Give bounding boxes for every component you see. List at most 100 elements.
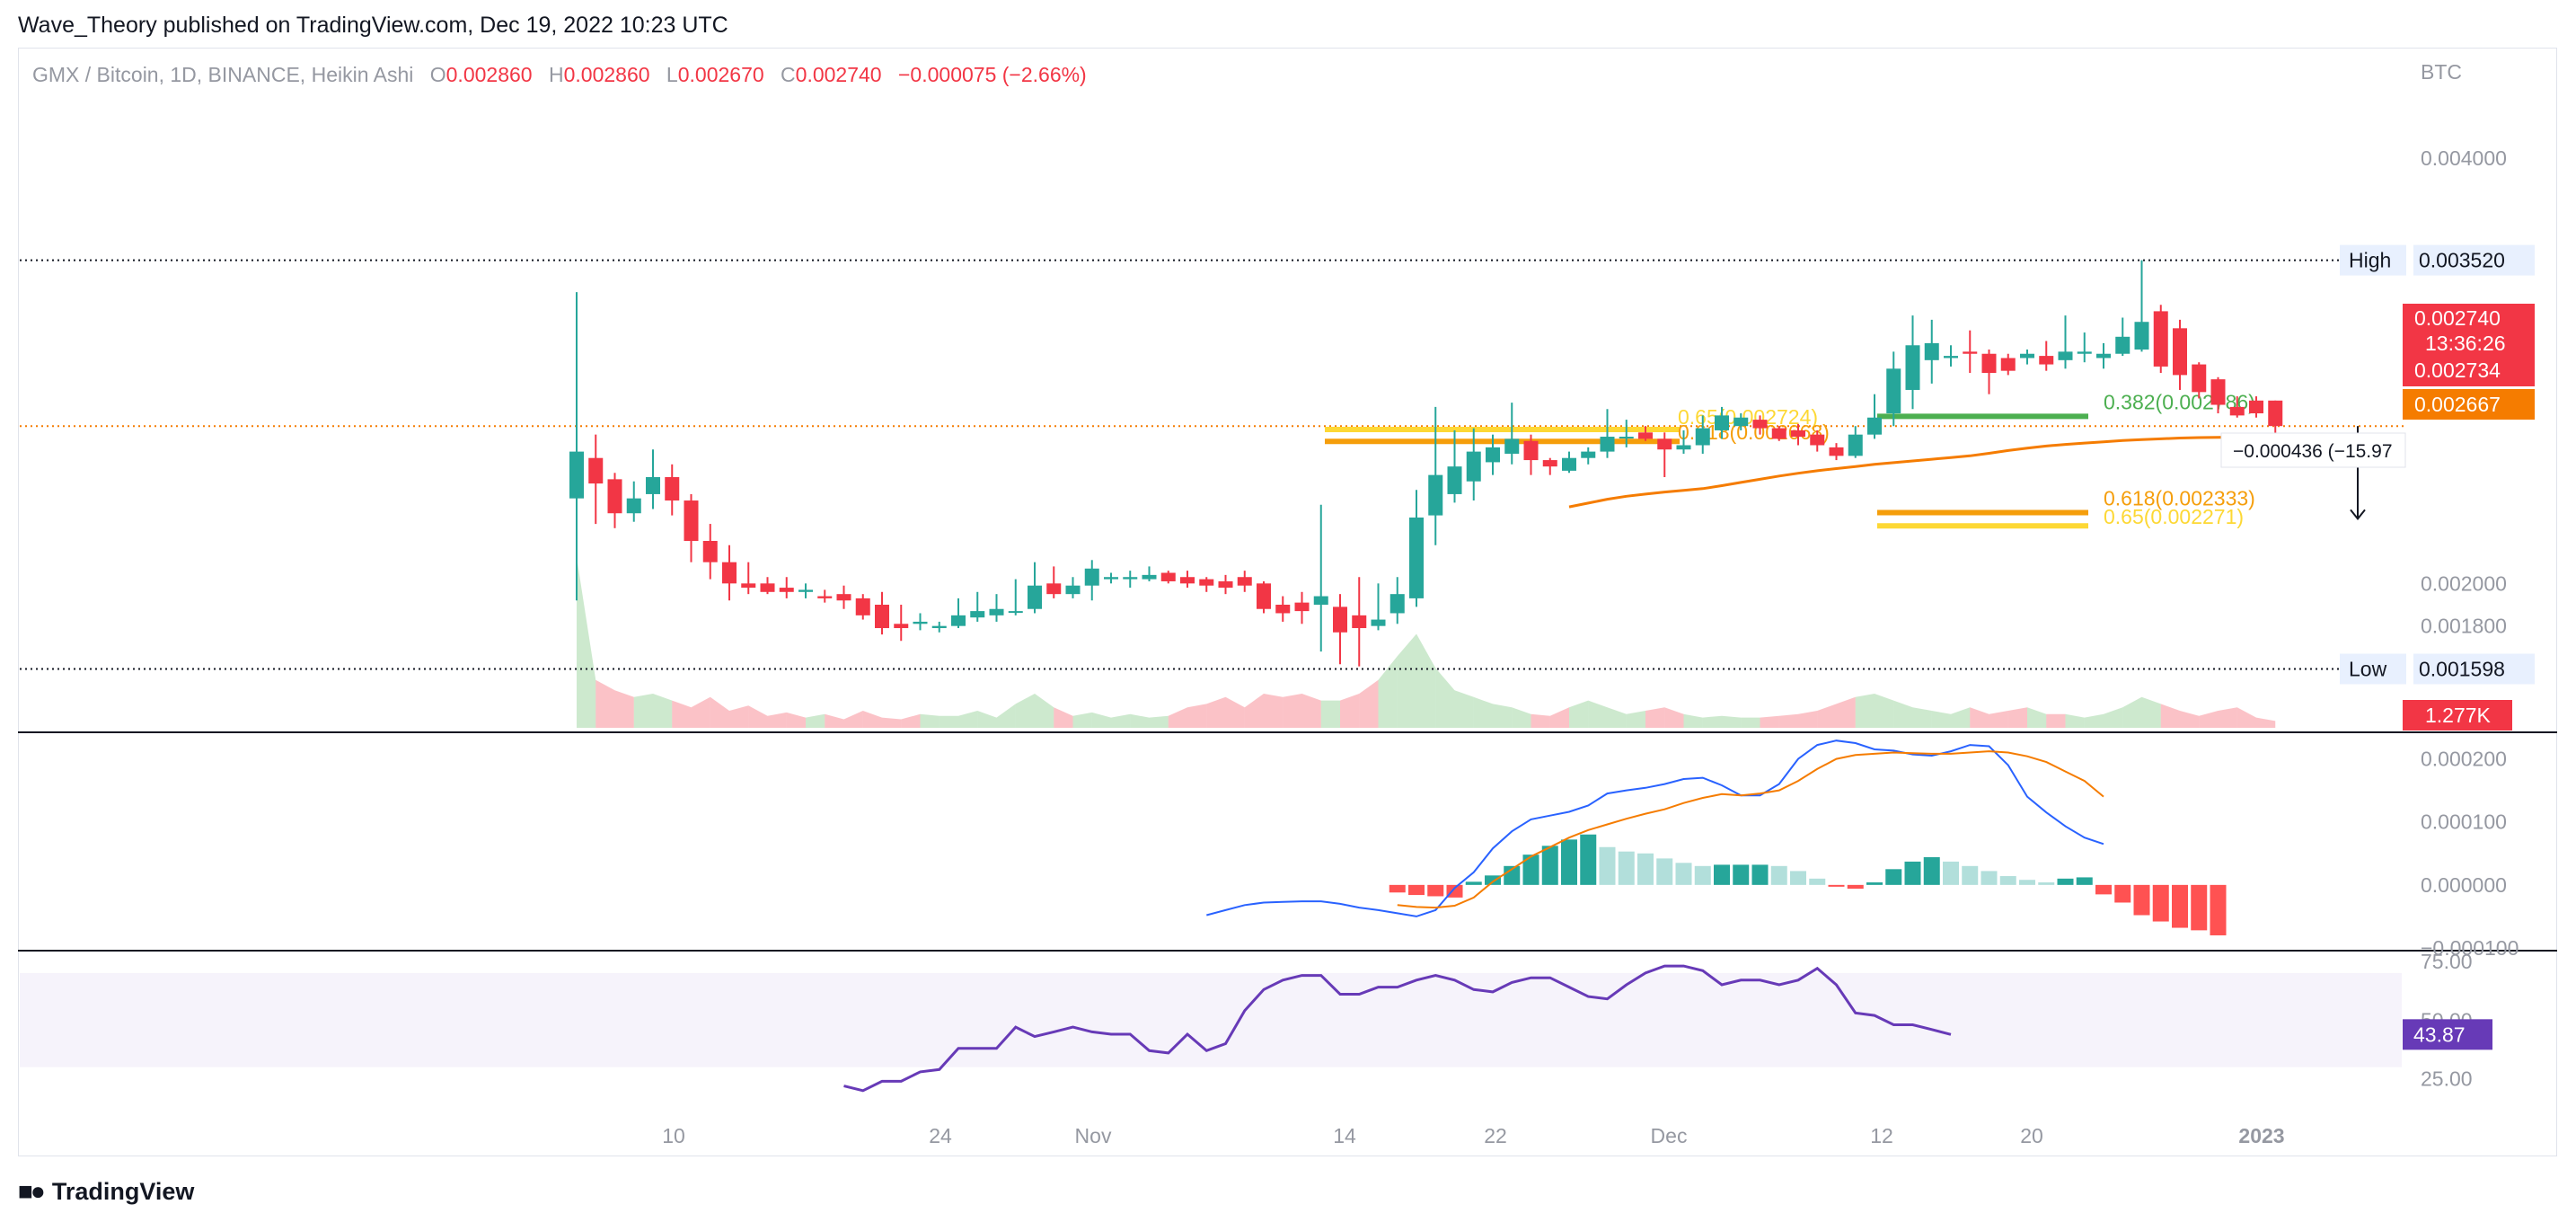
measure-label: −0.000436 (−15.97: [2233, 441, 2393, 462]
macd-histogram-bar: [1751, 864, 1769, 885]
macd-histogram-bar: [1599, 846, 1616, 885]
macd-histogram-bar: [1446, 884, 1463, 898]
volume-area: [1798, 711, 1818, 728]
volume-area: [1760, 715, 1779, 728]
macd-axis-tick: 0.000000: [2421, 873, 2507, 897]
volume-area: [1359, 679, 1379, 728]
candle-body: [626, 498, 641, 514]
candle-body: [1771, 428, 1786, 439]
candle-body: [931, 625, 947, 629]
macd-histogram-bar: [1904, 861, 1921, 885]
candle-body: [1199, 579, 1214, 586]
candle-body: [1065, 585, 1081, 595]
candle-body: [1791, 429, 1805, 438]
volume-area: [767, 712, 787, 728]
candle-body: [1104, 577, 1118, 580]
candle-body: [1981, 353, 1997, 374]
tradingview-logo-text: TradingView: [51, 1177, 195, 1205]
prev-price-value: 0.002734: [2414, 359, 2501, 382]
open-key: O: [429, 63, 446, 86]
macd-histogram-bar: [2172, 884, 2188, 928]
candle-body: [875, 605, 889, 629]
volume-area: [1664, 707, 1684, 728]
candle-body: [1371, 619, 1386, 626]
tradingview-brand[interactable]: ■● TradingView: [18, 1177, 194, 1206]
time-axis-tick: Dec: [1651, 1124, 1688, 1147]
volume-area: [1855, 694, 1875, 728]
candle-body: [2268, 400, 2283, 427]
candle-body: [2134, 322, 2149, 350]
level-value-high: 0.003520: [2419, 249, 2505, 272]
high-value: 0.002860: [563, 63, 650, 86]
rsi-line: [843, 964, 1952, 1093]
macd-histogram-bar: [1675, 863, 1692, 885]
time-axis-tick: 2023: [2238, 1124, 2284, 1147]
candle-body: [1752, 420, 1768, 429]
candle-body: [1180, 577, 1195, 584]
publish-header: Wave_Theory published on TradingView.com…: [18, 13, 728, 38]
macd-histogram-bar: [1618, 851, 1635, 885]
volume-area: [2046, 713, 2066, 728]
level-value-bg: [2413, 244, 2535, 276]
candle-body: [1886, 368, 1901, 413]
macd-histogram-bar: [1522, 855, 1539, 885]
level-badge-low: Low: [2349, 657, 2387, 680]
volume-area: [920, 713, 940, 728]
macd-histogram-bar: [1809, 878, 1826, 885]
price-axis-tick: 0.002000: [2421, 571, 2507, 595]
candle-body: [1237, 577, 1252, 586]
volume-area: [1683, 713, 1703, 728]
volume-area: [1397, 633, 1416, 728]
volume-area: [1893, 700, 1913, 728]
macd-histogram-bar: [1885, 869, 1902, 885]
macd-histogram-bar: [1790, 871, 1806, 885]
volume-area: [1206, 696, 1226, 728]
level-value-bg: [2413, 653, 2535, 685]
candle-body: [1123, 577, 1138, 580]
macd-histogram-bar: [1465, 881, 1482, 885]
candle-body: [1848, 434, 1863, 456]
candle-body: [607, 479, 622, 514]
macd-axis-tick: 0.000100: [2421, 810, 2507, 834]
tradingview-logo-icon: ■●: [18, 1177, 46, 1205]
volume-area: [1702, 715, 1722, 728]
candle-body: [2077, 351, 2092, 354]
volume-area: [1931, 711, 1951, 728]
symbol-label[interactable]: GMX / Bitcoin, 1D, BINANCE, Heikin Ashi: [32, 63, 414, 86]
volume-area: [653, 694, 673, 728]
macd-histogram-bar: [2095, 884, 2112, 895]
ohlc-legend: GMX / Bitcoin, 1D, BINANCE, Heikin Ashi …: [32, 63, 1087, 87]
candle-body: [1008, 611, 1023, 614]
volume-area: [2180, 711, 2200, 728]
volume-area: [977, 711, 997, 728]
volume-area: [1512, 707, 1531, 728]
candle-body: [1600, 437, 1615, 452]
volume-area: [729, 705, 749, 728]
macd-histogram-bar: [2114, 884, 2131, 903]
time-axis-tick: 20: [2020, 1124, 2043, 1147]
volume-value: 1.277K: [2425, 704, 2492, 727]
volume-area: [1187, 704, 1207, 728]
candle-body: [741, 583, 756, 589]
volume-area: [1951, 707, 1971, 728]
candle-body: [1466, 451, 1481, 482]
volume-area: [2236, 707, 2256, 728]
macd-axis-tick: −0.000100: [2421, 936, 2519, 960]
macd-histogram-bar: [1580, 834, 1597, 885]
macd-histogram-bar: [1733, 864, 1750, 885]
volume-area: [577, 557, 596, 728]
candle-body: [1657, 438, 1672, 450]
macd-histogram-bar: [1828, 884, 1845, 887]
candle-body: [798, 589, 813, 592]
volume-area: [1378, 656, 1398, 728]
candle-body: [684, 500, 699, 541]
candle-body: [1562, 457, 1576, 471]
candle-body: [1313, 596, 1328, 605]
change-value: −0.000075 (−2.66%): [898, 63, 1087, 86]
macd-histogram-bar: [1962, 865, 1979, 885]
candle-body: [2173, 328, 2187, 376]
rsi-axis-tick: 25.00: [2421, 1067, 2473, 1091]
rsi-band: [20, 972, 2402, 1067]
volume-area: [2027, 707, 2047, 728]
